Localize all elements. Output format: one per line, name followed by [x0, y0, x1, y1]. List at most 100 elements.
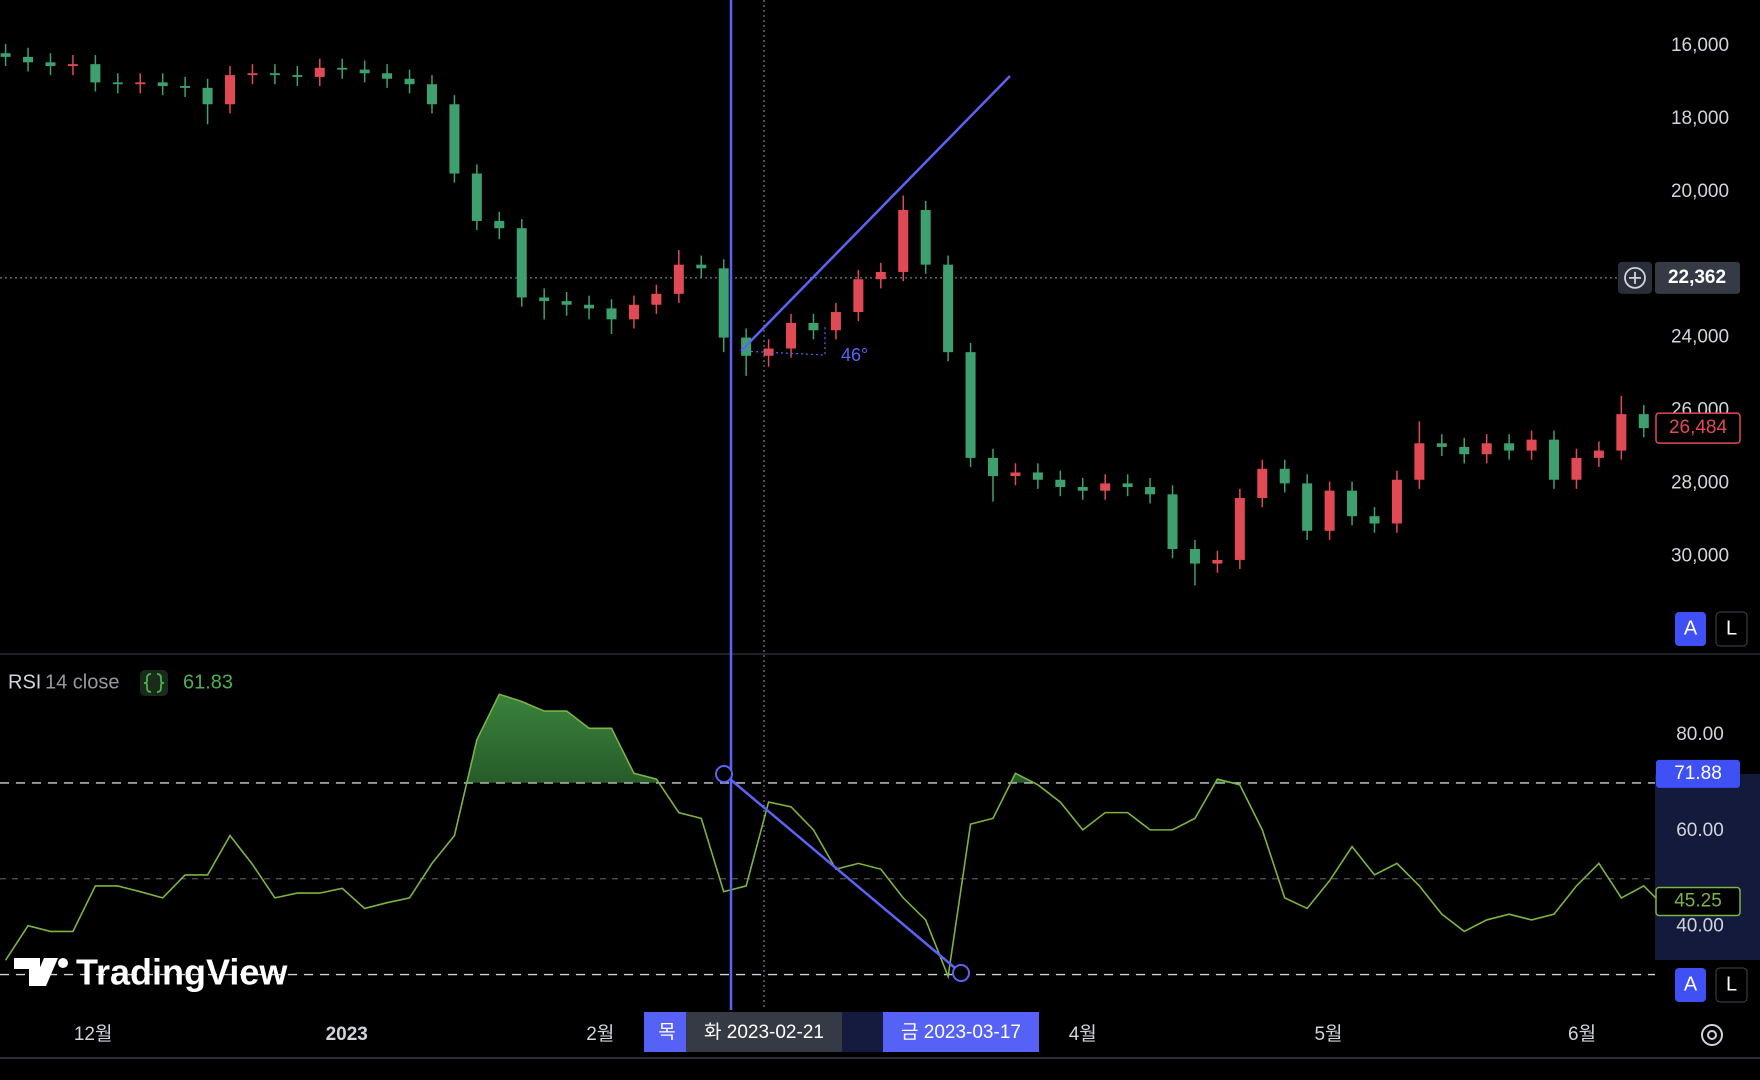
candle-body — [1212, 559, 1223, 564]
candle-body — [1324, 490, 1335, 531]
candle-body — [1347, 490, 1358, 517]
candle-body — [67, 64, 78, 66]
value-label: 45.25 — [1674, 891, 1722, 912]
date-label-box — [644, 1012, 686, 1052]
date-label: 목 — [658, 1022, 675, 1043]
candle-body — [0, 53, 11, 57]
trend-line[interactable] — [740, 75, 1011, 352]
candle-body — [269, 73, 280, 76]
candle-body — [830, 312, 841, 331]
candle-body — [763, 348, 774, 356]
candle-body — [1279, 468, 1290, 484]
settings-icon-inner — [1707, 1030, 1717, 1040]
candle-body — [920, 209, 931, 265]
crosshair-date: 화 2023-02-21 — [704, 1021, 824, 1043]
axis-range-highlight — [1655, 774, 1760, 960]
candle-body — [808, 322, 819, 331]
value-label: 71.88 — [1674, 763, 1722, 784]
crosshair-price-box — [1655, 261, 1740, 294]
y-tick-label: 18,000 — [1671, 108, 1729, 129]
source-icon-glyph — [143, 673, 165, 693]
candle-body — [606, 308, 617, 320]
candle-body — [1055, 479, 1066, 488]
date-range-highlight — [842, 1012, 883, 1052]
candle-body — [494, 220, 505, 229]
candle-body — [382, 73, 393, 79]
rsi-line — [4, 693, 1689, 980]
candle-body — [1302, 483, 1313, 531]
candle-body — [247, 73, 258, 76]
x-tick-label: 2023 — [326, 1024, 368, 1045]
logo: TradingView — [14, 952, 288, 993]
last-price: 26,484 — [1669, 417, 1728, 438]
candle-body — [225, 75, 236, 105]
candle-body — [1145, 487, 1156, 495]
handle[interactable] — [952, 964, 970, 982]
candle-body — [471, 173, 482, 221]
candle-body — [1010, 472, 1021, 477]
value-label-box — [1656, 759, 1740, 788]
angle-label: 46° — [841, 345, 868, 365]
log-scale-button[interactable] — [1715, 967, 1748, 1003]
candle-body — [965, 352, 976, 458]
candle-body — [1369, 516, 1380, 524]
candle-body — [1077, 487, 1088, 491]
candle-body — [1459, 446, 1470, 455]
settings-icon[interactable] — [1701, 1024, 1723, 1046]
button-label: A — [1684, 973, 1698, 995]
candle-body — [449, 104, 460, 174]
candle-body — [1616, 414, 1627, 451]
add-icon-plus — [1629, 271, 1641, 284]
candle-body — [1526, 439, 1537, 451]
button-label: L — [1726, 617, 1737, 639]
logo-dot — [58, 958, 68, 968]
y-tick-label: 16,000 — [1671, 35, 1729, 56]
candle-body — [988, 457, 998, 477]
y-tick-label: 20,000 — [1671, 181, 1729, 202]
button-label: A — [1684, 617, 1698, 639]
candle-body — [180, 86, 191, 88]
candle-body — [853, 279, 864, 313]
date-label: 금 2023-03-17 — [901, 1022, 1021, 1043]
x-tick-label: 6월 — [1568, 1023, 1596, 1045]
candle-body — [359, 69, 370, 74]
crosshair-price: 22,362 — [1668, 267, 1726, 288]
value-label-box — [1655, 886, 1741, 917]
y-tick-label: 40.00 — [1676, 916, 1724, 937]
handle[interactable] — [715, 765, 733, 783]
rsi-trend-line[interactable] — [723, 773, 962, 974]
auto-scale-button[interactable] — [1675, 612, 1706, 646]
candle-body — [292, 75, 303, 77]
candle-body — [202, 87, 213, 105]
candle-body — [1100, 483, 1111, 491]
candle-body — [1122, 483, 1133, 488]
date-label-box — [686, 1012, 842, 1052]
last-price-box — [1655, 412, 1741, 444]
candle-body — [1414, 443, 1425, 480]
candle-body — [651, 293, 662, 305]
candle-body — [1167, 494, 1178, 550]
indicator-params: 14 close — [45, 671, 120, 693]
log-scale-button[interactable] — [1715, 611, 1748, 647]
candle-body — [673, 264, 684, 294]
y-tick-label: 28,000 — [1671, 472, 1729, 493]
indicator-name: RSI — [8, 671, 41, 693]
candle-body — [90, 64, 101, 83]
candle-body — [1391, 479, 1402, 524]
candle-body — [1504, 443, 1515, 451]
indicator-value: 61.83 — [183, 671, 233, 693]
candle-body — [539, 297, 550, 302]
candle-body — [1189, 549, 1200, 564]
candle-body — [584, 304, 595, 309]
candle-body — [718, 268, 729, 338]
auto-scale-button[interactable] — [1675, 968, 1706, 1002]
y-tick-label: 30,000 — [1671, 545, 1729, 566]
candle-body — [135, 82, 146, 85]
x-tick-label: 4월 — [1069, 1023, 1097, 1045]
date-label-box — [883, 1012, 1039, 1052]
candle-body — [1549, 439, 1560, 480]
candle-body — [1571, 457, 1582, 480]
x-tick-label: 5월 — [1314, 1023, 1342, 1045]
candle-body — [875, 271, 886, 280]
